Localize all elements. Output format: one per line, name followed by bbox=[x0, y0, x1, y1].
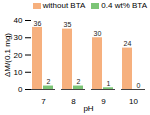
svg-text:2: 2 bbox=[47, 78, 51, 85]
svg-text:9: 9 bbox=[101, 97, 106, 106]
html-text:without BTA: without BTA bbox=[42, 1, 86, 10]
svg-text:20: 20 bbox=[14, 51, 23, 60]
svg-text:24: 24 bbox=[124, 40, 132, 47]
svg-text:40: 40 bbox=[14, 16, 23, 25]
svg-text:0: 0 bbox=[18, 85, 23, 94]
svg-text:36: 36 bbox=[34, 20, 42, 27]
svg-text:0: 0 bbox=[137, 82, 141, 89]
svg-text:35: 35 bbox=[64, 21, 72, 28]
svg-text:10: 10 bbox=[14, 68, 23, 77]
svg-text:ΔM/(0.1 mg): ΔM/(0.1 mg) bbox=[3, 33, 12, 77]
svg-text:10: 10 bbox=[129, 97, 138, 106]
svg-text:30: 30 bbox=[94, 30, 102, 37]
svg-text:1: 1 bbox=[107, 80, 111, 87]
svg-text:pH: pH bbox=[83, 104, 93, 113]
svg-text:7: 7 bbox=[41, 97, 46, 106]
html-text:0.4 wt% BTA: 0.4 wt% BTA bbox=[101, 1, 147, 10]
svg-text:2: 2 bbox=[77, 78, 81, 85]
svg-text:30: 30 bbox=[14, 33, 23, 42]
svg-text:8: 8 bbox=[71, 97, 76, 106]
